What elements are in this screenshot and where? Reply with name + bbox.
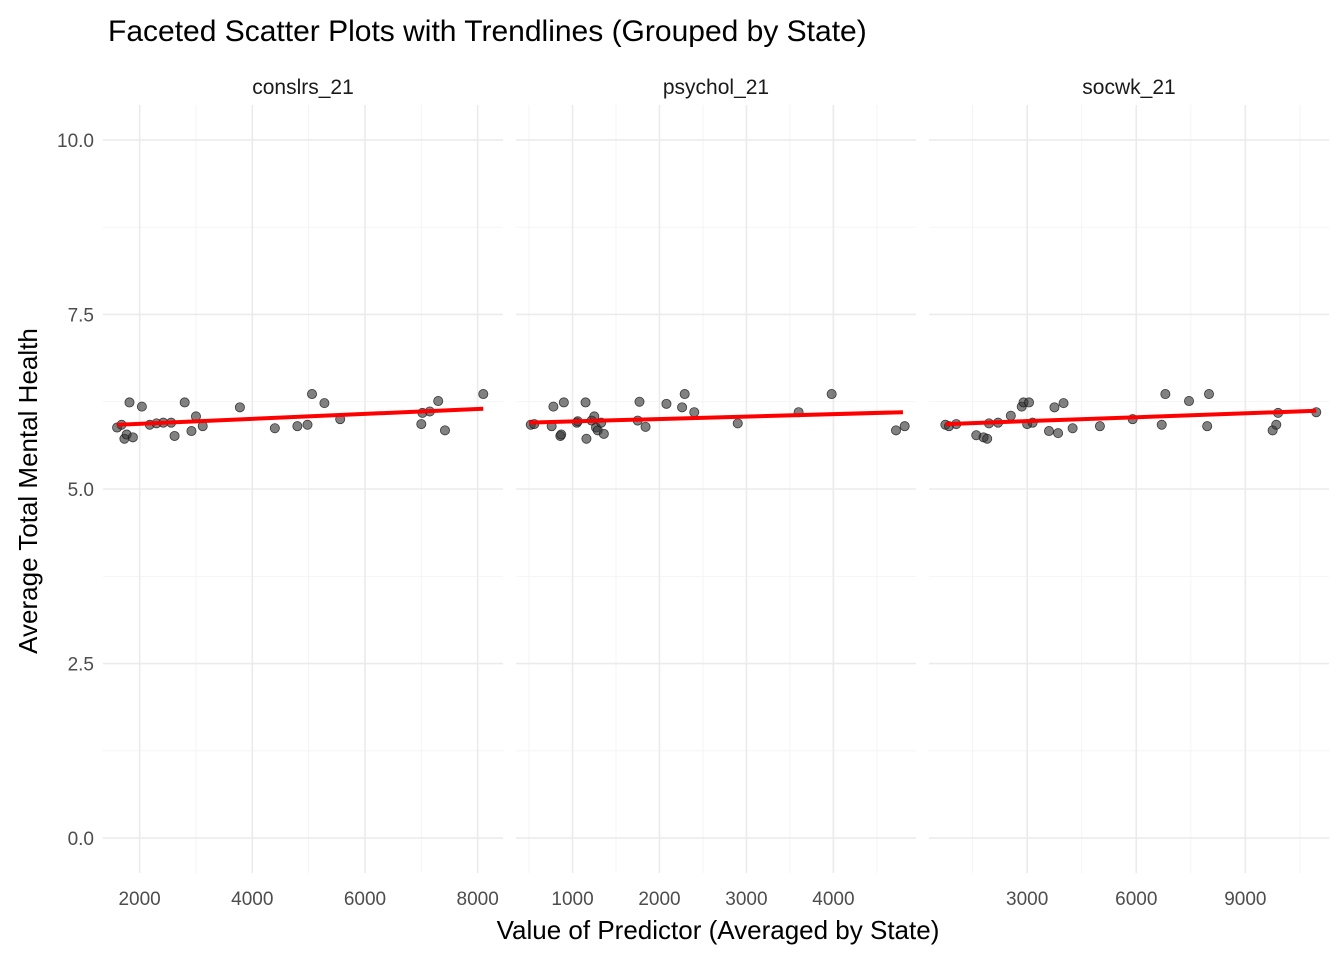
data-point	[677, 402, 688, 413]
x-tick-label: 6000	[344, 889, 386, 910]
x-tick-label: 4000	[812, 889, 854, 910]
y-tick-label: 5.0	[68, 480, 94, 501]
facet-strip-label: psychol_21	[663, 76, 769, 99]
data-point	[899, 421, 910, 432]
data-point	[179, 397, 190, 408]
data-point	[302, 419, 313, 430]
y-tick-label: 2.5	[68, 655, 94, 676]
data-point	[127, 432, 138, 443]
trendline	[945, 408, 1317, 427]
x-tick-label: 9000	[1224, 889, 1266, 910]
data-point	[1044, 426, 1055, 437]
y-axis-ticks: 0.0 2.5 5.0 7.5 10.0	[57, 131, 94, 850]
data-point	[124, 397, 135, 408]
data-point	[1160, 389, 1171, 400]
data-point	[136, 401, 147, 412]
x-tick-label: 3000	[725, 889, 767, 910]
data-point	[580, 397, 591, 408]
data-point	[1094, 421, 1105, 432]
data-point	[234, 402, 245, 413]
x-tick-label: 6000	[1115, 889, 1157, 910]
x-tick-label: 2000	[638, 889, 680, 910]
y-tick-label: 0.0	[68, 829, 94, 850]
x-tick-label: 1000	[551, 889, 593, 910]
facet-strip-label: socwk_21	[1082, 76, 1175, 99]
data-point	[1156, 419, 1167, 430]
data-point	[679, 389, 690, 400]
data-point	[292, 421, 303, 432]
data-point	[1024, 397, 1035, 408]
data-point	[556, 429, 567, 440]
facet-panel-socwk_21: 3000 6000 9000 socwk_21	[929, 76, 1329, 910]
y-tick-label: 7.5	[68, 305, 94, 326]
data-point	[439, 425, 450, 436]
data-point	[640, 421, 651, 432]
data-point	[634, 396, 645, 407]
data-point	[891, 425, 902, 436]
data-point	[186, 426, 197, 437]
data-point	[1184, 396, 1195, 407]
data-point	[1202, 421, 1213, 432]
data-point	[416, 419, 427, 430]
y-axis-title: Average Total Mental Health	[13, 328, 43, 654]
x-tick-label: 3000	[1006, 889, 1048, 910]
data-point	[826, 389, 837, 400]
data-point	[319, 398, 330, 409]
data-point	[1005, 410, 1016, 421]
data-point	[269, 423, 280, 434]
data-point	[169, 430, 180, 441]
trendline	[528, 410, 904, 425]
facet-panel-conslrs_21: 2000 4000 6000 8000 conslrs_21	[103, 76, 503, 910]
chart-title: Faceted Scatter Plots with Trendlines (G…	[108, 15, 867, 48]
data-point	[478, 389, 489, 400]
data-point	[307, 389, 318, 400]
data-point	[689, 407, 700, 418]
data-point	[1067, 423, 1078, 434]
data-point	[1271, 419, 1282, 430]
data-point	[558, 397, 569, 408]
x-tick-label: 4000	[231, 889, 273, 910]
x-tick-label: 2000	[118, 889, 160, 910]
trendline	[116, 406, 484, 427]
facet-panels: 2000 4000 6000 8000 conslrs_21 1000 2000 3000 40…	[103, 76, 1329, 910]
data-point	[581, 433, 592, 444]
data-point	[598, 428, 609, 439]
data-point	[1058, 398, 1069, 409]
data-point	[1204, 389, 1215, 400]
data-point	[661, 398, 672, 409]
facet-panel-psychol_21: 1000 2000 3000 4000 psychol_21	[516, 76, 916, 910]
x-tick-label: 8000	[457, 889, 499, 910]
data-point	[732, 418, 743, 429]
data-point	[433, 396, 444, 407]
y-tick-label: 10.0	[57, 131, 94, 152]
x-axis-title: Value of Predictor (Averaged by State)	[497, 915, 940, 945]
facet-strip-label: conslrs_21	[252, 76, 354, 99]
data-point	[982, 433, 993, 444]
data-point	[1049, 402, 1060, 413]
data-point	[1053, 428, 1064, 439]
data-point	[548, 401, 559, 412]
